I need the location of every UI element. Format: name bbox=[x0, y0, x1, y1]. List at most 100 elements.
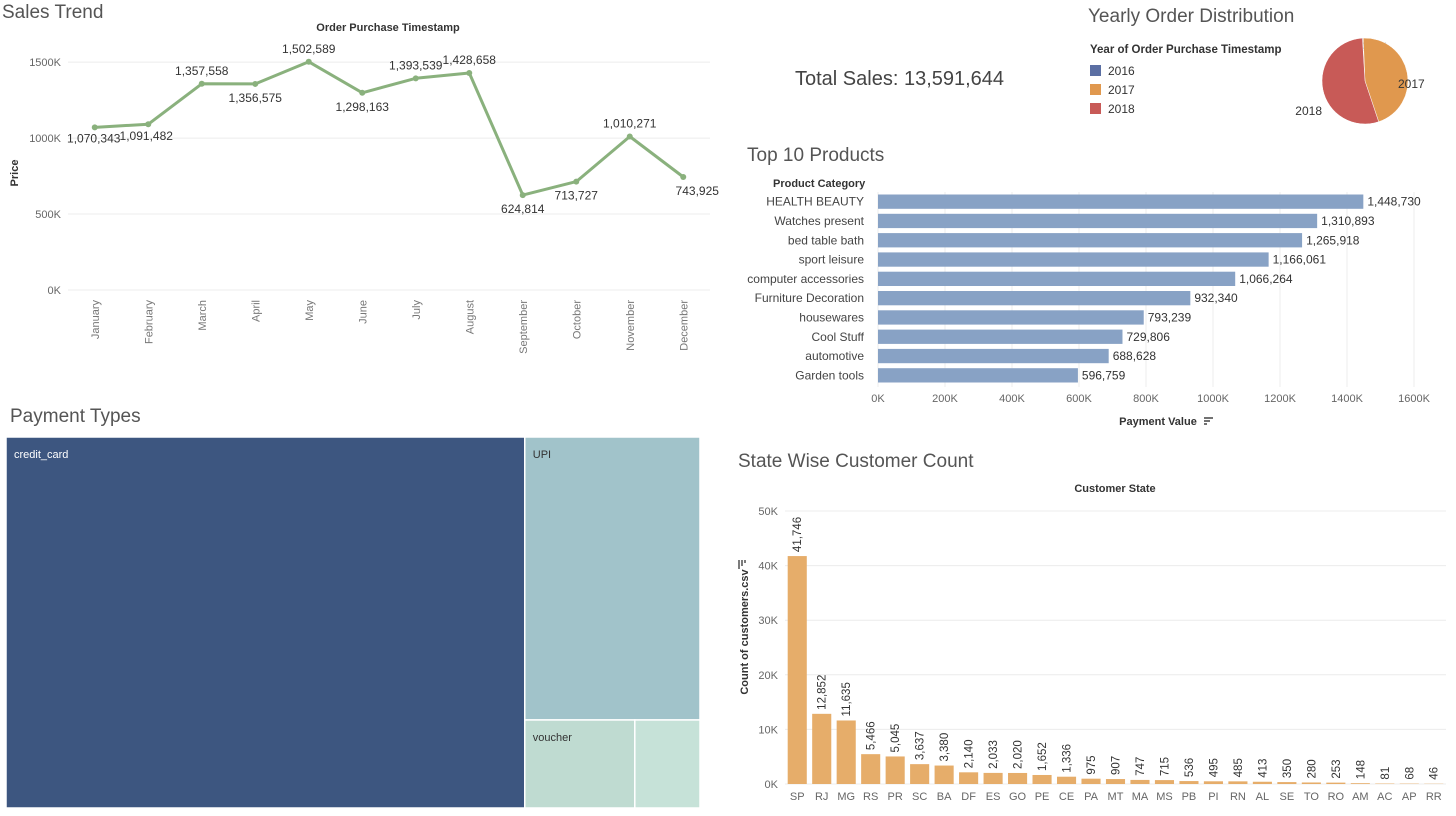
data-point bbox=[198, 80, 205, 87]
legend-swatch bbox=[1090, 65, 1101, 76]
x-tick-label: SE bbox=[1280, 791, 1295, 803]
bar bbox=[1277, 782, 1297, 784]
x-tick-label: October bbox=[571, 300, 583, 339]
data-label: 5,045 bbox=[890, 724, 902, 753]
x-tick-label: SP bbox=[790, 791, 805, 803]
x-tick-label: 1000K bbox=[1197, 393, 1229, 405]
data-label: 1,448,730 bbox=[1367, 195, 1421, 209]
x-tick-label: 600K bbox=[1066, 393, 1092, 405]
x-tick-label: 1200K bbox=[1264, 393, 1296, 405]
bar bbox=[1301, 782, 1321, 784]
treemap-label: credit_card bbox=[14, 449, 68, 461]
bar bbox=[878, 348, 1109, 364]
x-tick-label: RR bbox=[1426, 791, 1442, 803]
bar bbox=[885, 756, 905, 784]
data-label: 11,635 bbox=[841, 682, 853, 716]
data-label: 2,140 bbox=[964, 740, 976, 769]
data-point bbox=[359, 89, 366, 96]
bar bbox=[1203, 781, 1223, 784]
x-tick-label: MA bbox=[1132, 791, 1149, 803]
data-label: 715 bbox=[1159, 757, 1171, 776]
x-tick-label: MT bbox=[1108, 791, 1124, 803]
x-tick-label: March bbox=[197, 300, 209, 331]
pie-slice bbox=[1321, 37, 1380, 125]
bar bbox=[878, 194, 1364, 209]
data-label: 1,357,558 bbox=[175, 64, 229, 78]
data-point bbox=[519, 192, 526, 199]
sales-trend-chart: Order Purchase Timestamp Price 0K 500K 1000K… bbox=[9, 22, 719, 354]
x-tick-label: 400K bbox=[999, 393, 1025, 405]
x-tick-label: February bbox=[143, 300, 155, 345]
x-tick-label: December bbox=[678, 300, 690, 351]
data-label: 2,033 bbox=[988, 740, 1000, 769]
legend-label: 2017 bbox=[1108, 82, 1135, 97]
x-tick-label: 1400K bbox=[1331, 393, 1363, 405]
x-tick-label: AM bbox=[1352, 791, 1369, 803]
x-tick-label: RJ bbox=[815, 791, 828, 803]
data-label: 793,239 bbox=[1148, 310, 1192, 324]
x-tick-label: GO bbox=[1009, 791, 1027, 803]
legend-item: 2018 bbox=[1090, 99, 1282, 118]
bar bbox=[1252, 781, 1272, 784]
data-point bbox=[305, 58, 312, 65]
data-label: 1,502,589 bbox=[282, 42, 336, 56]
bar bbox=[1154, 780, 1175, 784]
data-point bbox=[626, 133, 633, 140]
treemap-cell bbox=[524, 719, 636, 809]
category-label: computer accessories bbox=[747, 272, 864, 286]
bar bbox=[1326, 782, 1346, 784]
x-tick-label: CE bbox=[1059, 791, 1074, 803]
state-customer-title: State Wise Customer Count bbox=[738, 451, 974, 472]
category-label: Watches present bbox=[774, 214, 864, 228]
category-label: sport leisure bbox=[799, 253, 865, 267]
total-sales: Total Sales: 13,591,644 bbox=[795, 68, 1005, 90]
x-tick-label: 800K bbox=[1133, 393, 1159, 405]
sort-icon bbox=[738, 560, 746, 569]
y-tick-label: 40K bbox=[758, 561, 778, 573]
x-tick-label: MG bbox=[837, 791, 855, 803]
x-tick-label: RS bbox=[863, 791, 878, 803]
state-chart-subtitle: Customer State bbox=[1074, 483, 1155, 495]
data-label: 81 bbox=[1380, 767, 1392, 780]
data-label: 1,652 bbox=[1037, 742, 1049, 771]
x-tick-label: June bbox=[357, 300, 369, 324]
data-label: 68 bbox=[1404, 767, 1416, 780]
pie-legend: Year of Order Purchase Timestamp 2016 201… bbox=[1090, 44, 1282, 118]
data-label: 1,166,061 bbox=[1273, 253, 1327, 267]
bar bbox=[878, 271, 1236, 286]
x-tick-label: PR bbox=[888, 791, 903, 803]
bar bbox=[1228, 781, 1248, 784]
data-label: 688,628 bbox=[1113, 349, 1157, 363]
x-tick-label: SC bbox=[912, 791, 927, 803]
x-tick-label: July bbox=[411, 300, 423, 320]
hbar-xlabel: Payment Value bbox=[1119, 416, 1197, 428]
top-products-title: Top 10 Products bbox=[747, 145, 885, 166]
payment-types-title: Payment Types bbox=[10, 406, 141, 427]
hbar-ylabel: Product Category bbox=[773, 178, 866, 190]
category-label: HEALTH BEAUTY bbox=[766, 195, 864, 209]
legend-label: 2018 bbox=[1108, 101, 1135, 116]
x-tick-label: November bbox=[625, 300, 637, 351]
y-tick-label: 1000K bbox=[29, 133, 61, 145]
x-tick-label: PB bbox=[1182, 791, 1197, 803]
bar bbox=[1081, 778, 1101, 784]
data-label: 280 bbox=[1306, 759, 1318, 778]
x-tick-label: RN bbox=[1230, 791, 1246, 803]
data-point bbox=[412, 75, 419, 82]
x-tick-label: 1600K bbox=[1398, 393, 1430, 405]
y-tick-label: 30K bbox=[758, 615, 778, 627]
data-label: 1,091,482 bbox=[120, 129, 174, 143]
x-tick-label: May bbox=[304, 300, 316, 321]
data-label: 713,727 bbox=[555, 189, 599, 203]
data-label: 596,759 bbox=[1082, 368, 1126, 382]
sort-icon bbox=[1204, 417, 1213, 425]
bar bbox=[1056, 776, 1077, 784]
data-label: 1,428,658 bbox=[443, 53, 497, 67]
x-tick-label: AP bbox=[1402, 791, 1417, 803]
x-tick-label: PI bbox=[1208, 791, 1218, 803]
bar bbox=[934, 765, 954, 784]
bar bbox=[910, 764, 930, 784]
bar bbox=[878, 368, 1078, 383]
x-tick-label: 0K bbox=[871, 393, 885, 405]
category-label: Cool Stuff bbox=[812, 330, 865, 344]
